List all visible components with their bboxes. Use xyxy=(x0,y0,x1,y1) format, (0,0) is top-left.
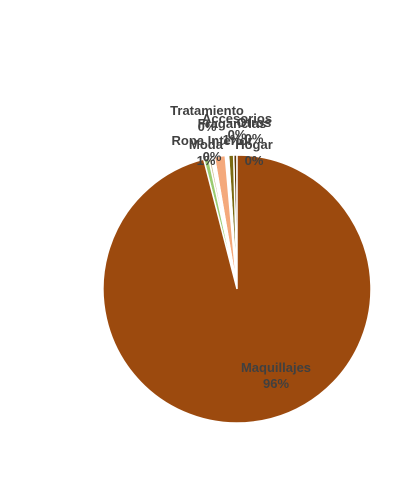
slice-label-name: Ropa Interior xyxy=(172,133,253,148)
slice-label-percent: 0% xyxy=(245,153,264,168)
slice-label-percent: 0% xyxy=(245,131,264,146)
slice-label-name: Moda xyxy=(189,137,224,152)
slice-label-percent: 1% xyxy=(223,132,242,147)
slice-label-name: Otros xyxy=(237,115,272,130)
slice-label-percent: 0% xyxy=(198,119,217,134)
slice-label-tratamiento: Tratamiento 0% xyxy=(170,103,244,134)
slice-label-name: Fragancias xyxy=(198,116,267,131)
slice-label-otros: Otros 0% xyxy=(237,115,272,146)
slice-label-name: Accesorios xyxy=(202,111,272,126)
slice-label-hogar: Hogar 0% xyxy=(235,137,273,168)
slice-label-accesorios: Accesorios 0% xyxy=(202,111,272,142)
slice-label-percent: 0% xyxy=(228,127,247,142)
slice-label-name: Hogar xyxy=(235,137,273,152)
pie-slice-maquillajes xyxy=(102,154,372,424)
slice-label-maquillajes: Maquillajes 96% xyxy=(241,360,311,391)
slice-label-percent: 96% xyxy=(263,376,289,391)
slice-label-fragancias: Fragancias 1% xyxy=(198,116,267,147)
slice-label-name: Maquillajes xyxy=(241,360,311,375)
pie-slices xyxy=(102,154,372,424)
slice-label-percent: 0% xyxy=(203,149,222,164)
slice-label-percent: 1% xyxy=(197,153,216,168)
slice-label-ropa-interior: Ropa Interior 0% xyxy=(172,133,253,164)
slice-label-moda: Moda 1% xyxy=(189,137,224,168)
slice-label-name: Tratamiento xyxy=(170,103,244,118)
pie-labels: Maquillajes 96%Ropa Interior 0%Tratamiento… xyxy=(170,103,311,391)
